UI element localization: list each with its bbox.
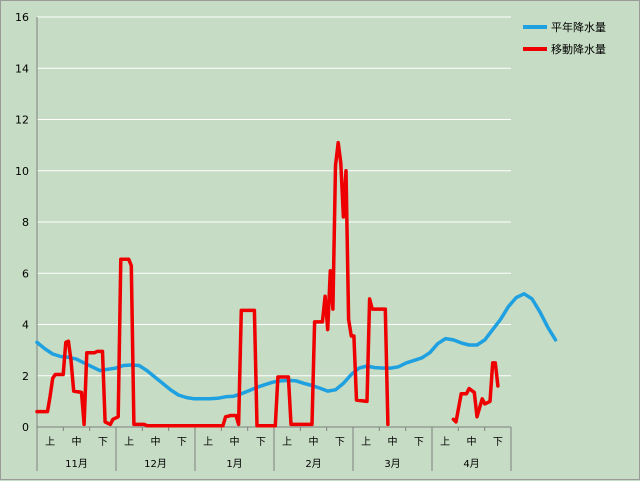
y-tick-label: 10 [15, 165, 29, 178]
x-axis: 上 中 下 上 中 下 上 中 下 上 中 下 上 中 下 上 中 下 11月 12月 1月 2月 3月 4月 [36, 427, 512, 471]
x-tick-label: 上 [124, 436, 134, 448]
x-tick-label: 上 [361, 436, 371, 448]
y-axis-tick-labels: 0 2 4 6 8 10 12 14 16 [15, 11, 29, 434]
y-tick-label: 14 [15, 62, 29, 75]
x-tick-label: 下 [177, 437, 187, 448]
x-tick-label: 下 [493, 437, 503, 448]
x-tick-label: 中 [467, 435, 477, 448]
month-label: 2月 [305, 458, 321, 470]
series-line-moving [451, 361, 500, 424]
series-line-moving [35, 140, 390, 428]
series-lines [35, 140, 558, 428]
month-label: 11月 [65, 458, 88, 470]
x-tick-label: 上 [203, 436, 213, 448]
series-line-normal [35, 292, 558, 401]
x-tick-label: 下 [98, 437, 108, 448]
y-tick-label: 0 [22, 421, 29, 434]
x-tick-label: 中 [72, 435, 82, 448]
month-label: 1月 [226, 458, 242, 470]
x-tick-label: 中 [309, 435, 319, 448]
x-tick-label: 中 [151, 435, 161, 448]
y-tick-label: 4 [22, 319, 29, 332]
month-label: 12月 [144, 458, 167, 470]
month-label: 4月 [463, 458, 479, 470]
gridlines [36, 16, 511, 471]
month-label: 3月 [384, 458, 400, 470]
y-tick-label: 12 [15, 114, 29, 127]
x-tick-label: 下 [335, 437, 345, 448]
x-tick-label: 上 [282, 436, 292, 448]
legend-label-moving: 移動降水量 [551, 42, 606, 56]
x-tick-label: 上 [45, 436, 55, 448]
y-tick-label: 8 [22, 216, 29, 229]
x-tick-label: 上 [440, 436, 450, 448]
legend-label-normal: 平年降水量 [551, 20, 606, 34]
y-tick-label: 16 [15, 11, 29, 24]
x-tick-label: 下 [256, 437, 266, 448]
x-tick-label: 中 [230, 435, 240, 448]
y-tick-label: 2 [22, 370, 29, 383]
x-tick-label: 中 [388, 435, 398, 448]
y-tick-label: 6 [22, 267, 29, 280]
x-tick-label: 下 [414, 437, 424, 448]
